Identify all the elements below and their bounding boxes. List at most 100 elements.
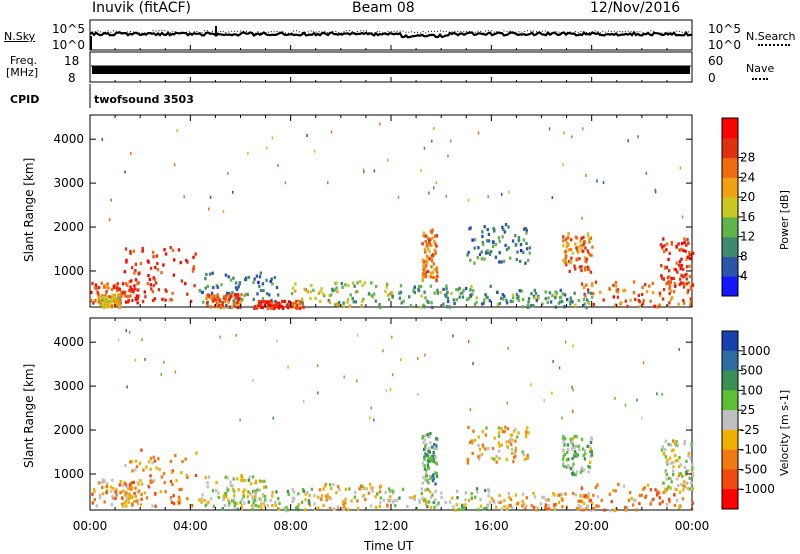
power-cell — [469, 293, 472, 297]
velocity-cell — [610, 500, 613, 504]
velocity-cell — [212, 504, 216, 508]
power-cell — [527, 258, 530, 262]
power-cell — [668, 301, 671, 305]
power-cell — [683, 241, 686, 245]
velocity-cell — [255, 479, 258, 483]
velocity-cell — [254, 503, 258, 508]
power-cell — [295, 302, 298, 306]
colorbar-swatch — [722, 390, 738, 411]
velocity-cell — [514, 454, 517, 458]
velocity-cell — [250, 482, 253, 486]
power-cell — [173, 163, 176, 167]
power-cell — [580, 265, 583, 269]
power-cell — [496, 303, 500, 307]
nsky-top-tick: 10^5 — [52, 22, 85, 36]
colorbar-tick-label: 1000 — [740, 344, 771, 358]
power-cell — [186, 292, 189, 296]
power-cell — [359, 279, 362, 283]
power-cell — [402, 299, 405, 303]
power-cell — [314, 149, 316, 153]
power-cell — [483, 257, 486, 261]
power-cell — [462, 288, 465, 292]
velocity-cell — [553, 503, 556, 507]
velocity-cell — [341, 500, 345, 504]
power-echo-region — [659, 237, 695, 291]
velocity-cell — [126, 385, 128, 389]
power-cell — [629, 298, 632, 302]
velocity-cell — [321, 494, 324, 498]
power-cell — [261, 282, 265, 286]
velocity-cell — [664, 471, 668, 475]
power-cell — [612, 295, 615, 299]
power-cell — [467, 198, 470, 202]
power-cell — [658, 293, 662, 297]
velocity-cell — [687, 454, 690, 458]
power-cell — [663, 265, 667, 269]
velocity-cell — [124, 491, 128, 495]
velocity-cell — [233, 493, 236, 497]
power-cell — [509, 256, 512, 260]
velocity-cell — [672, 469, 675, 473]
velocity-cell — [272, 416, 274, 420]
power-cell — [97, 300, 100, 304]
power-cell — [273, 276, 276, 280]
power-cell — [290, 305, 293, 309]
power-cell — [419, 305, 422, 309]
velocity-cell — [440, 491, 443, 495]
velocity-cell — [154, 492, 157, 496]
power-cell — [104, 293, 107, 297]
power-cell — [398, 296, 402, 300]
velocity-cell — [632, 503, 635, 507]
power-cell — [106, 295, 109, 299]
power-cell — [585, 306, 588, 310]
velocity-cell — [145, 496, 149, 500]
nsearch-bottom-tick: 10^0 — [708, 38, 741, 52]
velocity-cell — [532, 505, 536, 509]
power-cell — [99, 303, 102, 307]
power-cell — [584, 294, 587, 298]
power-cell — [135, 294, 139, 298]
power-cell — [503, 230, 507, 234]
colorbar-tick-label: -100 — [740, 443, 767, 457]
power-cell — [586, 288, 590, 292]
power-cell — [654, 188, 657, 192]
power-cell — [564, 254, 568, 258]
velocity-cell — [251, 508, 254, 512]
power-cell — [116, 289, 119, 293]
velocity-cell — [434, 461, 437, 465]
velocity-cell — [654, 488, 657, 492]
velocity-echo-region — [217, 487, 317, 513]
power-cell — [429, 238, 432, 242]
power-cell — [627, 139, 629, 143]
velocity-cell — [649, 488, 653, 492]
power-cell — [579, 239, 582, 243]
power-cell — [562, 239, 565, 243]
power-cell — [680, 257, 683, 261]
power-cell — [244, 278, 247, 282]
power-cell — [668, 251, 671, 255]
power-cell — [210, 295, 213, 299]
velocity-cell — [432, 450, 435, 455]
velocity-cell — [128, 493, 132, 497]
power-cell — [431, 305, 434, 309]
velocity-cell — [562, 440, 565, 444]
velocity-cell — [506, 401, 509, 405]
velocity-cell — [671, 460, 675, 465]
velocity-cell — [497, 430, 501, 434]
velocity-cell — [254, 495, 257, 499]
velocity-cell — [435, 503, 439, 507]
power-cell — [281, 306, 285, 310]
velocity-colorbar-label: Velocity [m s-1] — [778, 389, 791, 476]
velocity-cell — [126, 487, 130, 491]
velocity-cell — [232, 477, 235, 481]
velocity-cell — [588, 460, 592, 464]
velocity-cell — [425, 442, 428, 446]
power-cell — [177, 248, 181, 252]
power-echo-region — [123, 246, 197, 304]
velocity-cell — [147, 485, 151, 489]
velocity-cell — [136, 481, 139, 485]
power-cell — [461, 295, 464, 299]
power-cell — [554, 305, 558, 309]
power-cell — [309, 296, 312, 300]
power-cell — [236, 287, 239, 292]
